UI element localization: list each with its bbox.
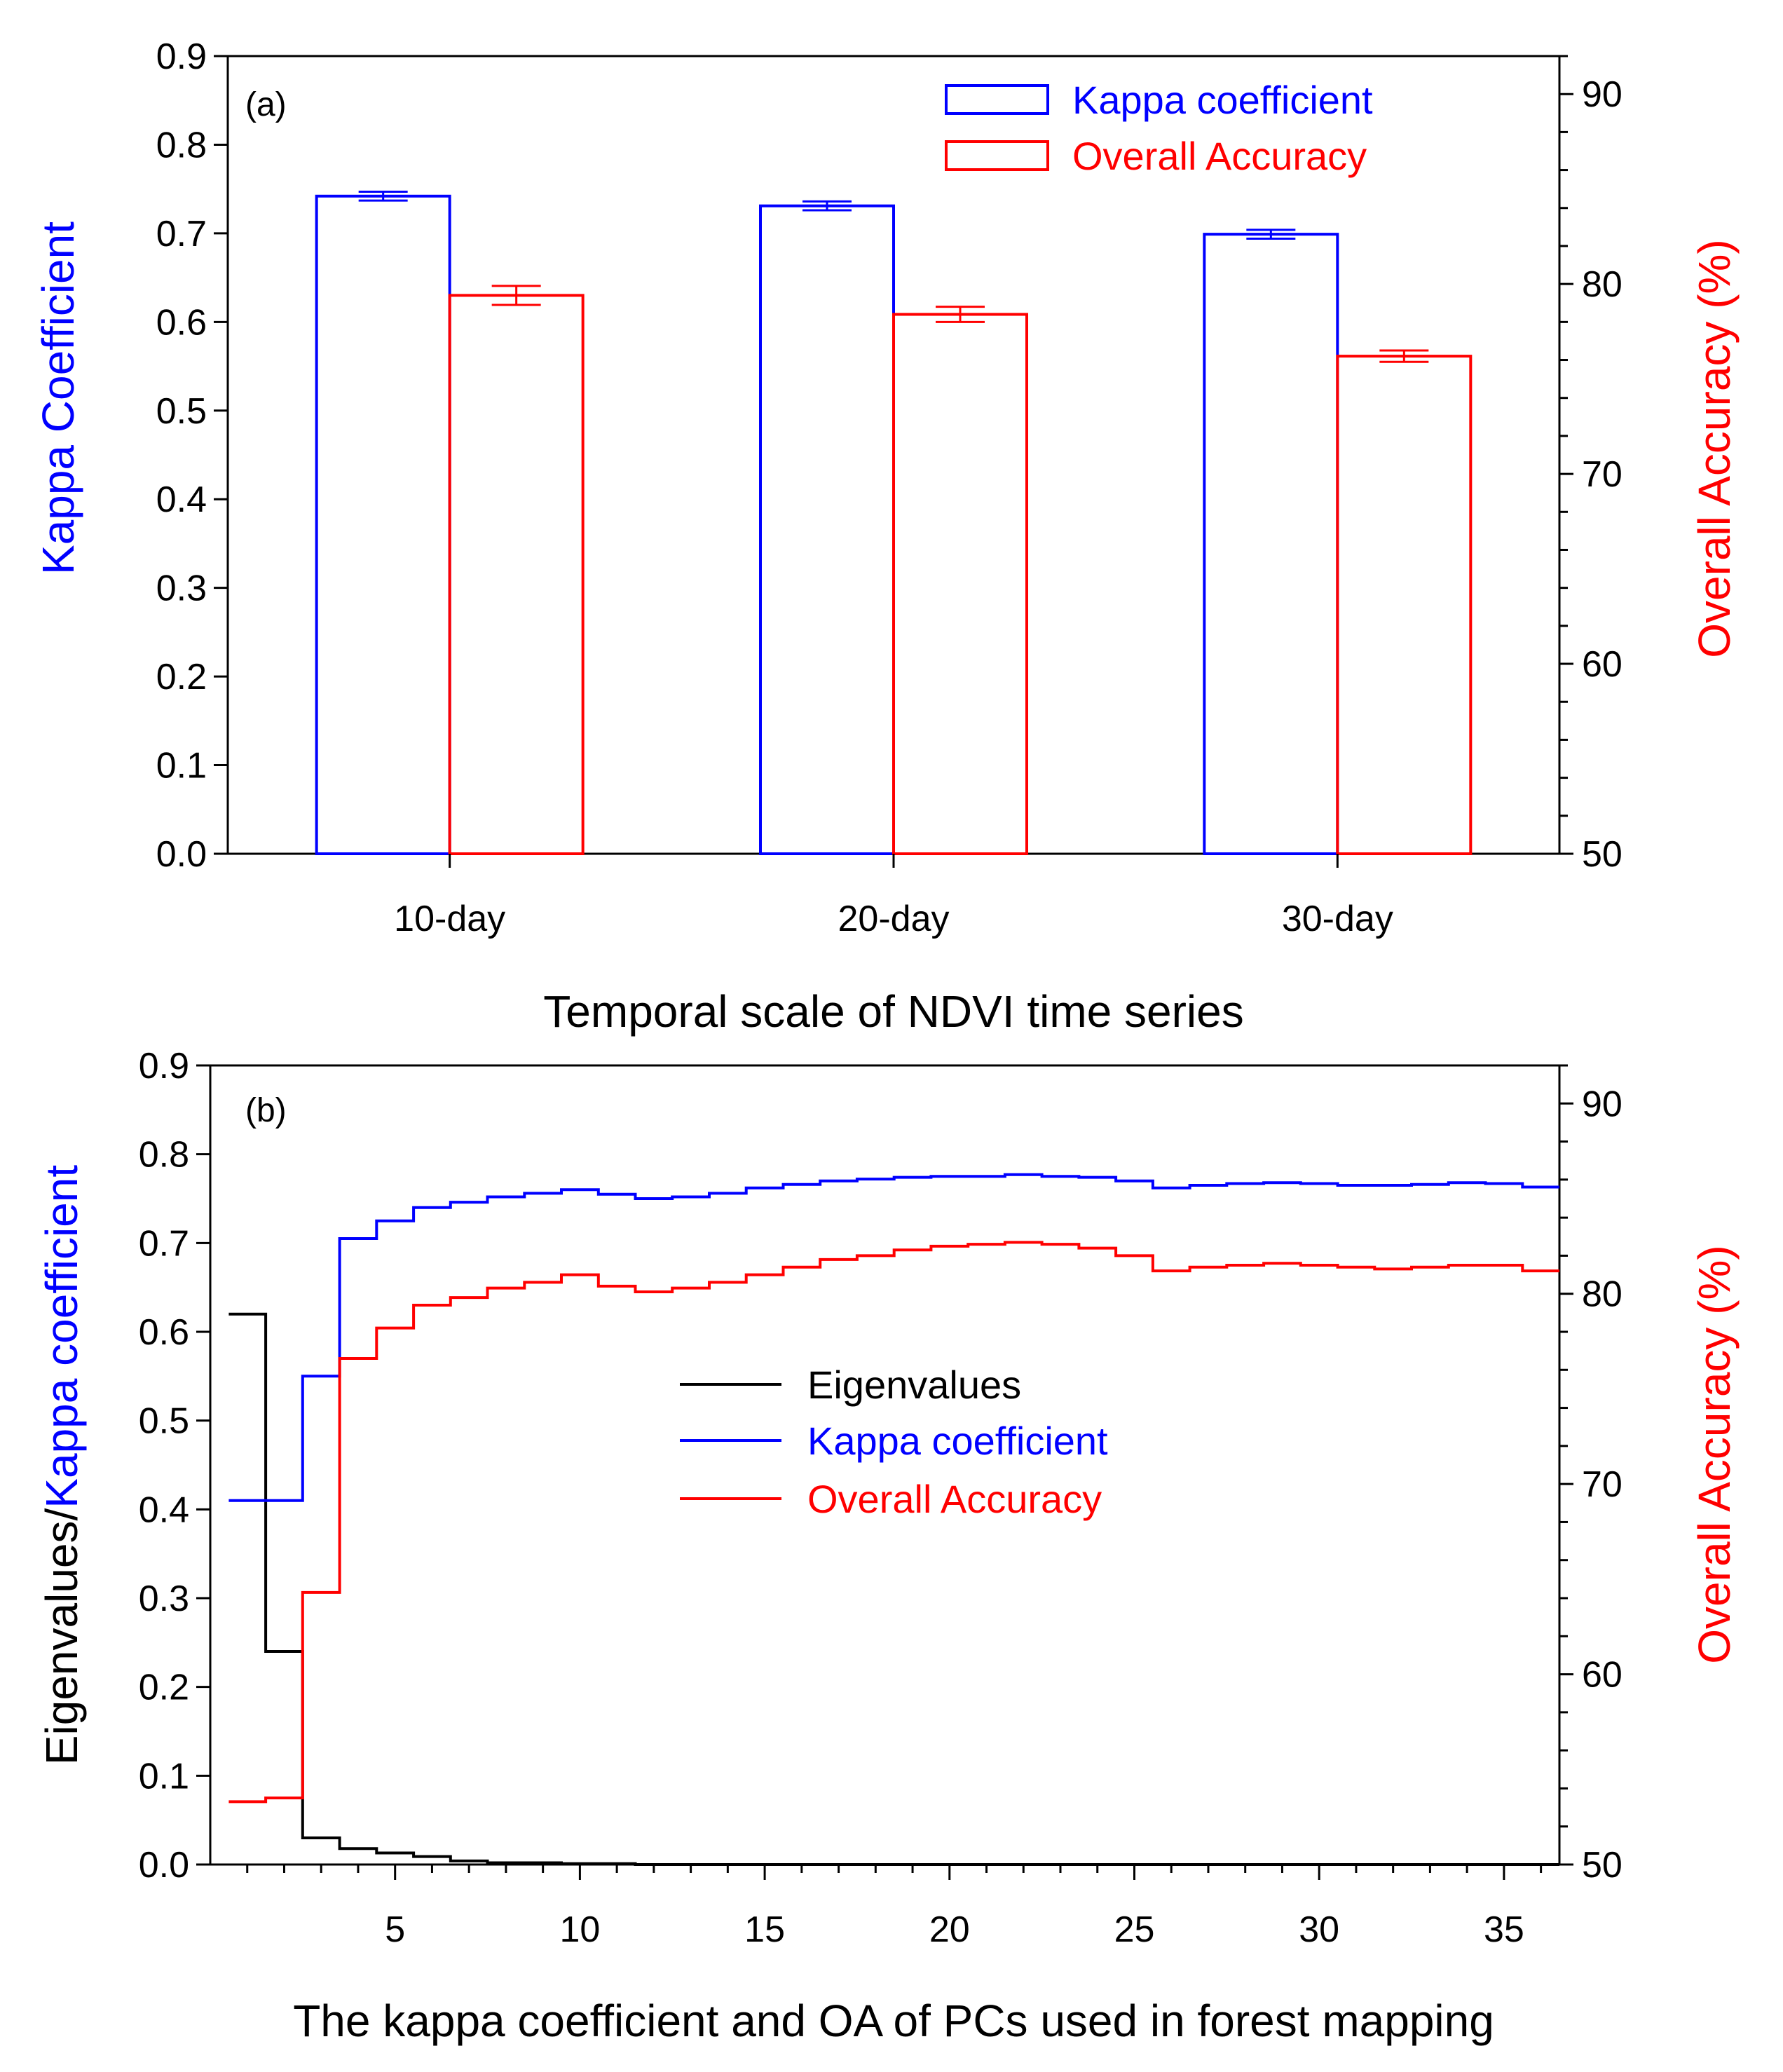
bar-kappa (315, 194, 451, 855)
panel-a-y2-axis-title: Overall Accuracy (%) (1689, 239, 1740, 657)
y2-tick-label: 80 (1582, 1274, 1623, 1315)
bar-kappa (759, 204, 895, 855)
y-tick-label: 0.2 (139, 1668, 189, 1708)
y-tick-label: 0.6 (156, 302, 207, 343)
panel-a-right-axis: 50 60 70 80 90 (1559, 55, 1623, 875)
panel-a-x-axis: 10-day 20-day 30-day (394, 854, 1393, 939)
x-tick-label: 30-day (1282, 899, 1393, 939)
panel-b-left-axis: 0.0 0.1 0.2 0.3 0.4 0.5 0.6 0.7 0.8 0.9 (139, 1046, 210, 1886)
panel-a-chart: (a) 0.0 0.1 0.2 0.3 0.4 0.5 0.6 0.7 0.8 0.9 50 60 7… (33, 36, 1740, 1037)
panel-b-x-axis: 5 10 15 20 25 30 35 (246, 1865, 1543, 1950)
panel-a-bars (315, 190, 1473, 856)
y2-tick-label: 90 (1582, 74, 1623, 115)
legend-a-oa-label: Overall Accuracy (1072, 134, 1367, 178)
series-line-overall-accuracy (228, 1241, 1559, 1804)
y-tick-label: 0.5 (156, 391, 207, 432)
panel-b-right-axis: 50 60 70 80 90 (1559, 1064, 1623, 1886)
y-tick-label: 0.3 (139, 1579, 189, 1619)
y-tick-label: 0.9 (156, 36, 207, 77)
y2-tick-label: 70 (1582, 454, 1623, 495)
panel-b-y-axis-title-kappa: Kappa coefficient (36, 1165, 87, 1508)
panel-b-y2-axis-title: Overall Accuracy (%) (1689, 1245, 1740, 1663)
y-tick-label: 0.8 (156, 125, 207, 165)
panel-a-legend: Kappa coefficient Overall Accuracy (945, 78, 1373, 178)
panel-b-label: (b) (245, 1092, 287, 1129)
panel-b-lines (228, 1173, 1559, 1866)
y2-tick-label: 50 (1582, 1845, 1623, 1886)
y-tick-label: 0.5 (139, 1401, 189, 1442)
panel-a-label: (a) (245, 86, 287, 123)
x-tick-label: 25 (1114, 1909, 1155, 1950)
x-tick-label: 20 (929, 1909, 970, 1950)
bar-overall-accuracy (1336, 355, 1473, 856)
y-tick-label: 0.0 (139, 1845, 189, 1886)
panel-b-legend: Eigenvalues Kappa coefficient Overall Ac… (680, 1363, 1108, 1521)
y-tick-label: 0.4 (139, 1490, 189, 1530)
y-tick-label: 0.2 (156, 657, 207, 697)
x-tick-label: 5 (385, 1909, 405, 1950)
legend-a-oa-swatch (945, 140, 1049, 171)
legend-b-kappa-label: Kappa coefficient (807, 1419, 1108, 1463)
panel-a-y-axis-title: Kappa Coefficient (33, 221, 83, 575)
y-tick-label: 0.3 (156, 568, 207, 609)
y-tick-label: 0.7 (156, 214, 207, 254)
y-tick-label: 0.7 (139, 1223, 189, 1264)
legend-b-eigen-label: Eigenvalues (807, 1363, 1021, 1407)
x-tick-label: 35 (1484, 1909, 1524, 1950)
bar-overall-accuracy (448, 294, 585, 855)
x-tick-label: 10 (559, 1909, 600, 1950)
y-tick-label: 0.1 (139, 1756, 189, 1797)
x-tick-label: 10-day (394, 899, 505, 939)
panel-a-x-axis-title: Temporal scale of NDVI time series (543, 986, 1243, 1037)
legend-b-oa-label: Overall Accuracy (807, 1477, 1102, 1521)
y2-tick-label: 60 (1582, 1655, 1623, 1696)
y-tick-label: 0.1 (156, 746, 207, 786)
y2-tick-label: 50 (1582, 834, 1623, 875)
x-tick-label: 20-day (838, 899, 950, 939)
series-line-kappa (228, 1173, 1559, 1502)
panel-b-y-axis-title: Eigenvalues/Kappa coefficient (36, 1165, 87, 1766)
legend-a-kappa-swatch (945, 84, 1049, 115)
x-tick-label: 15 (744, 1909, 785, 1950)
panel-a-left-axis: 0.0 0.1 0.2 0.3 0.4 0.5 0.6 0.7 0.8 0.9 (156, 36, 228, 875)
y-tick-label: 0.9 (139, 1046, 189, 1086)
y-tick-label: 0.4 (156, 479, 207, 520)
panel-b-x-axis-title: The kappa coefficient and OA of PCs used… (293, 1996, 1494, 2046)
y-tick-label: 0.0 (156, 834, 207, 875)
bar-kappa (1203, 233, 1339, 855)
y2-tick-label: 80 (1582, 264, 1623, 305)
y2-tick-label: 70 (1582, 1464, 1623, 1505)
y2-tick-label: 90 (1582, 1084, 1623, 1124)
x-tick-label: 30 (1299, 1909, 1339, 1950)
y-tick-label: 0.6 (139, 1312, 189, 1353)
y-tick-label: 0.8 (139, 1135, 189, 1175)
panel-b-chart: (b) 0.0 0.1 0.2 0.3 0.4 0.5 0.6 0.7 0.8 0.9 50 60 7… (36, 1046, 1740, 2046)
series-line-eigenvalues (228, 1312, 1559, 1866)
y2-tick-label: 60 (1582, 644, 1623, 685)
panel-b-y-axis-title-eigen: Eigenvalues/ (36, 1508, 87, 1765)
legend-a-kappa-label: Kappa coefficient (1072, 78, 1373, 122)
bar-overall-accuracy (892, 313, 1028, 855)
